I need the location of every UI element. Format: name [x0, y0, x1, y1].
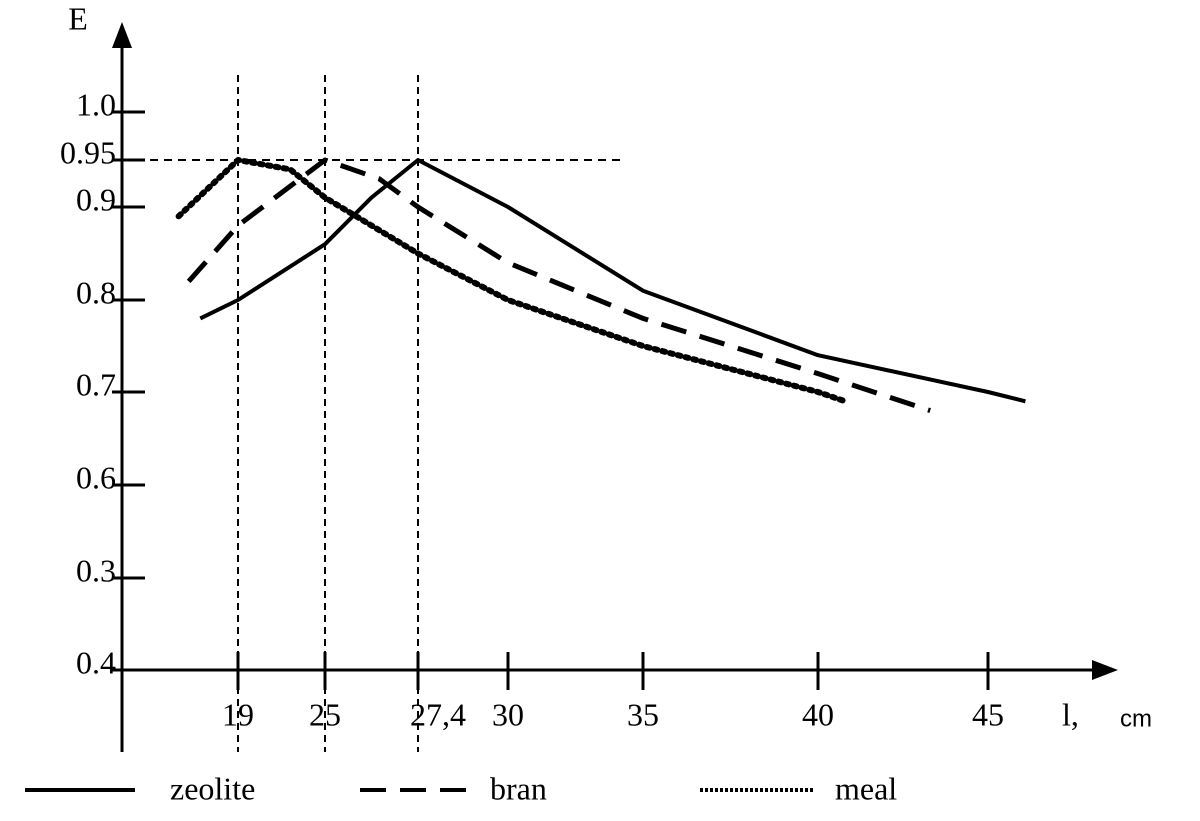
- x-tick-label: 30: [492, 696, 524, 732]
- y-axis-arrow: [112, 22, 132, 48]
- legend-label: meal: [835, 770, 897, 806]
- x-tick-label: 35: [627, 696, 659, 732]
- x-axis-arrow: [1092, 660, 1118, 680]
- x-axis-unit: cm: [1120, 705, 1152, 732]
- y-axis-label: E: [68, 0, 88, 36]
- series-line: [186, 157, 931, 413]
- y-tick-label: 0.7: [76, 366, 116, 402]
- y-tick-label: 0.95: [60, 134, 116, 170]
- legend-label: zeolite: [170, 770, 255, 806]
- x-tick-label: 45: [972, 696, 1004, 732]
- y-tick-label: 0.6: [76, 459, 116, 495]
- y-tick-label: 1.0: [76, 86, 116, 122]
- series-line: [175, 157, 849, 405]
- x-tick-label: 40: [802, 696, 834, 732]
- y-tick-label: 0.4: [76, 644, 116, 680]
- y-tick-label: 0.8: [76, 274, 116, 310]
- y-tick-label: 0.3: [76, 552, 116, 588]
- x-axis-label: l,: [1062, 696, 1079, 732]
- x-tick-label: 27,4: [410, 696, 466, 732]
- legend-label: bran: [490, 770, 547, 806]
- y-tick-label: 0.9: [76, 181, 116, 217]
- series-line: [199, 158, 1026, 404]
